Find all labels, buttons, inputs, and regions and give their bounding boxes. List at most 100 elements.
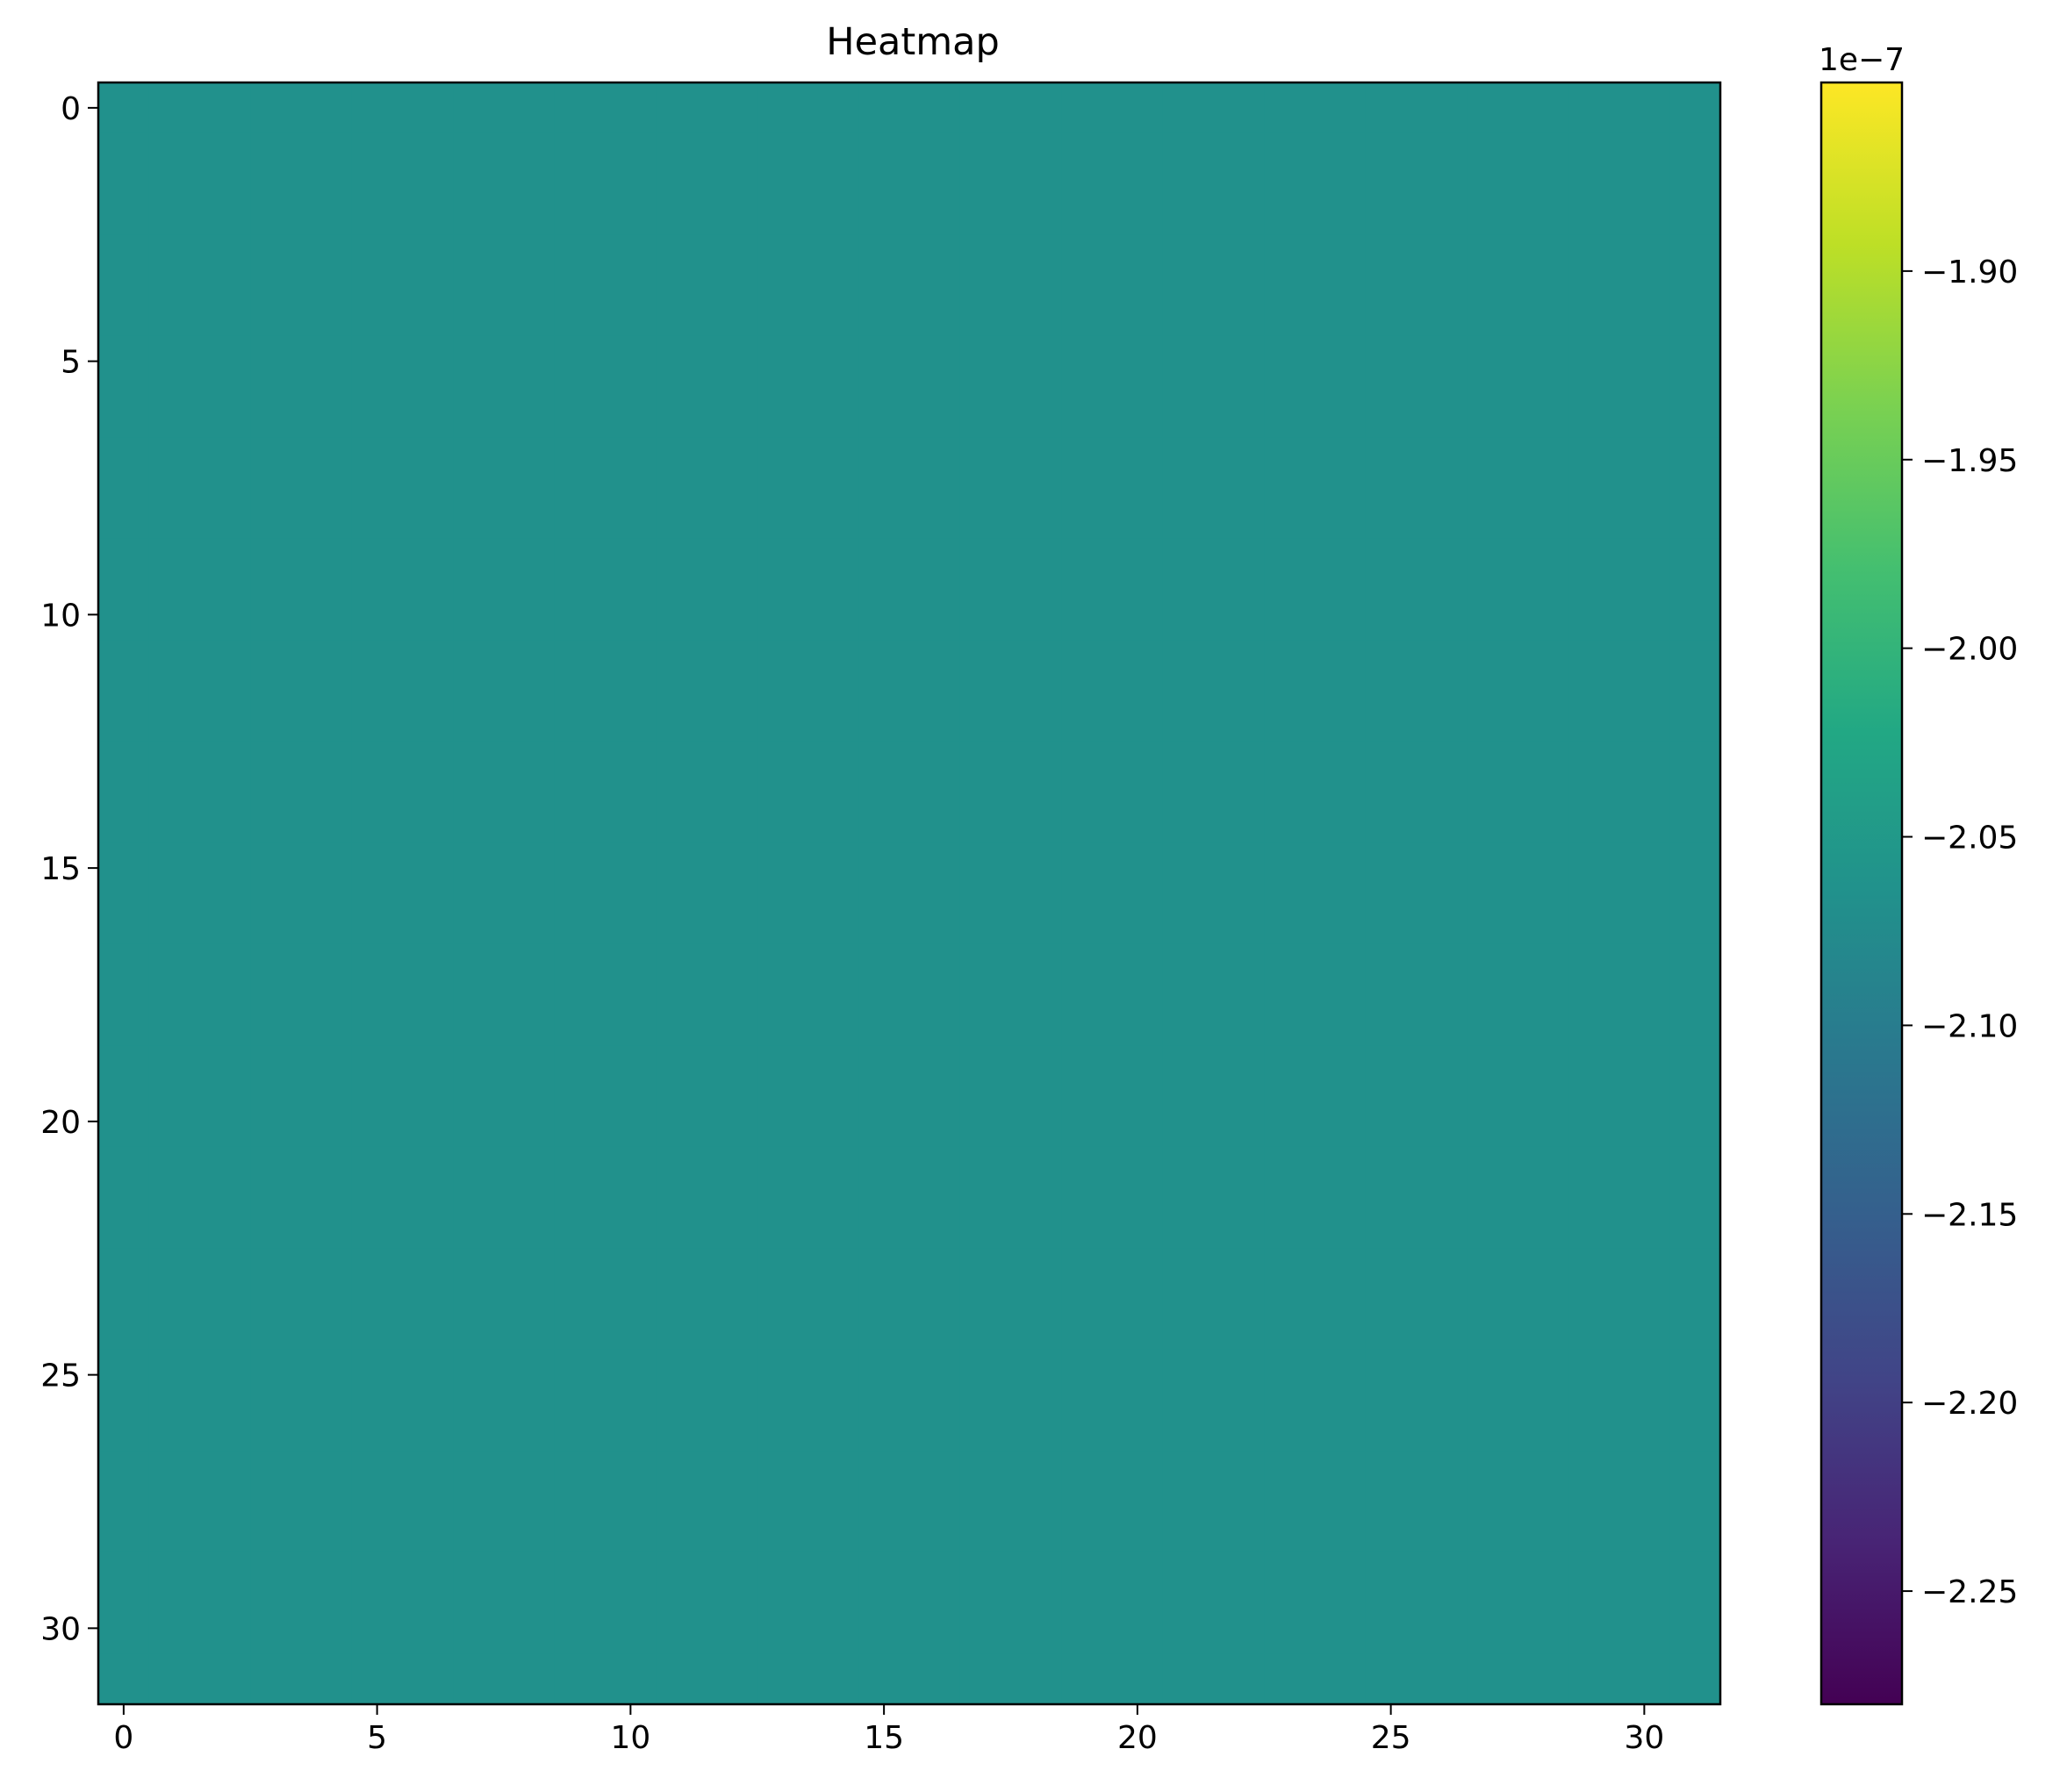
heatmap-cell — [1061, 386, 1113, 438]
heatmap-cell — [1315, 538, 1367, 591]
heatmap-cell — [504, 1552, 556, 1604]
heatmap-cell — [199, 1400, 251, 1452]
heatmap-cell — [453, 183, 505, 235]
heatmap-cell — [250, 994, 302, 1046]
heatmap-cell — [1112, 1146, 1164, 1199]
heatmap-cell — [1162, 234, 1215, 286]
heatmap-cell — [402, 538, 454, 591]
heatmap-cell — [1669, 1602, 1721, 1654]
heatmap-cell — [1568, 1602, 1620, 1654]
heatmap-cell — [1618, 640, 1670, 692]
heatmap-cell — [1365, 1502, 1417, 1553]
heatmap-cell — [504, 1451, 556, 1502]
heatmap-cell — [1467, 1045, 1518, 1097]
heatmap-cell — [504, 589, 556, 641]
heatmap-cell — [1365, 1197, 1417, 1249]
heatmap-cell — [1518, 1197, 1569, 1249]
x-tick-label: 25 — [1371, 1720, 1411, 1756]
heatmap-cell — [504, 1197, 556, 1249]
heatmap-cell — [656, 1146, 707, 1199]
heatmap-cell — [1213, 234, 1265, 286]
heatmap-cell — [402, 133, 454, 185]
heatmap-cell — [959, 234, 1012, 286]
heatmap-cell — [959, 1299, 1012, 1351]
heatmap-cell — [250, 183, 302, 235]
heatmap-cell — [504, 386, 556, 438]
heatmap-cell — [1061, 1400, 1113, 1452]
heatmap-cell — [504, 234, 556, 286]
heatmap-cell — [807, 1299, 859, 1351]
heatmap-cell — [1162, 1653, 1215, 1705]
heatmap-cell — [1264, 1349, 1316, 1401]
heatmap-cell — [656, 842, 707, 894]
heatmap-cell — [707, 386, 758, 438]
heatmap-cell — [858, 640, 910, 692]
heatmap-cell — [1365, 183, 1417, 235]
heatmap-cell — [402, 1602, 454, 1654]
heatmap-cell — [1213, 994, 1265, 1046]
heatmap-cell — [1162, 1400, 1215, 1452]
heatmap-cell — [909, 335, 961, 388]
heatmap-cell — [351, 82, 404, 134]
heatmap-cell — [301, 893, 353, 945]
heatmap-cell — [1467, 842, 1518, 894]
heatmap-cell — [1618, 1653, 1670, 1705]
heatmap-cell — [1467, 538, 1518, 591]
heatmap-cell — [1010, 1248, 1062, 1300]
heatmap-cell — [707, 1299, 758, 1351]
heatmap-cell — [250, 1451, 302, 1502]
heatmap-cell — [1162, 842, 1215, 894]
heatmap-cell — [1669, 640, 1721, 692]
heatmap-cell — [707, 335, 758, 388]
heatmap-cell — [1669, 893, 1721, 945]
heatmap-cell — [959, 386, 1012, 438]
heatmap-cell — [959, 1653, 1012, 1705]
heatmap-cell — [1315, 82, 1367, 134]
x-tick-label: 5 — [367, 1720, 387, 1756]
heatmap-cell — [858, 994, 910, 1046]
heatmap-cell — [605, 82, 657, 134]
heatmap-cell — [757, 1552, 809, 1604]
heatmap-cell — [1416, 1045, 1468, 1097]
heatmap-cell — [199, 792, 251, 843]
heatmap-cell — [858, 538, 910, 591]
heatmap-cell — [250, 1349, 302, 1401]
heatmap-cell — [1010, 82, 1062, 134]
heatmap-cell — [959, 82, 1012, 134]
heatmap-cell — [707, 437, 758, 489]
heatmap-cell — [250, 1552, 302, 1604]
heatmap-cell — [148, 640, 201, 692]
heatmap-cell — [351, 1197, 404, 1249]
heatmap-cell — [1010, 1602, 1062, 1654]
heatmap-cell — [1618, 538, 1670, 591]
heatmap-cell — [1112, 1602, 1164, 1654]
heatmap-cell — [656, 741, 707, 793]
heatmap-cell — [554, 234, 606, 286]
heatmap-cell — [656, 893, 707, 945]
heatmap-cell — [1061, 589, 1113, 641]
heatmap-cell — [1112, 691, 1164, 742]
heatmap-cell — [453, 994, 505, 1046]
colorbar-tick-label: −2.15 — [1921, 1197, 2018, 1233]
heatmap-cell — [1264, 82, 1316, 134]
heatmap-cell — [301, 1502, 353, 1553]
heatmap-cell — [1112, 335, 1164, 388]
heatmap-cell — [351, 640, 404, 692]
heatmap-cell — [1618, 842, 1670, 894]
heatmap-cell — [351, 1653, 404, 1705]
heatmap-cell — [1365, 741, 1417, 793]
heatmap-cell — [351, 234, 404, 286]
heatmap-cell — [351, 335, 404, 388]
heatmap-cell — [1112, 488, 1164, 540]
heatmap-cell — [199, 183, 251, 235]
heatmap-cell — [707, 589, 758, 641]
heatmap-cell — [1568, 234, 1620, 286]
heatmap-cell — [807, 1400, 859, 1452]
heatmap-cell — [807, 741, 859, 793]
heatmap-cell — [402, 589, 454, 641]
heatmap-cell — [1467, 994, 1518, 1046]
heatmap-cell — [1467, 1451, 1518, 1502]
heatmap-cell — [98, 1146, 150, 1199]
heatmap-cell — [656, 994, 707, 1046]
heatmap-cell — [1618, 1502, 1670, 1553]
